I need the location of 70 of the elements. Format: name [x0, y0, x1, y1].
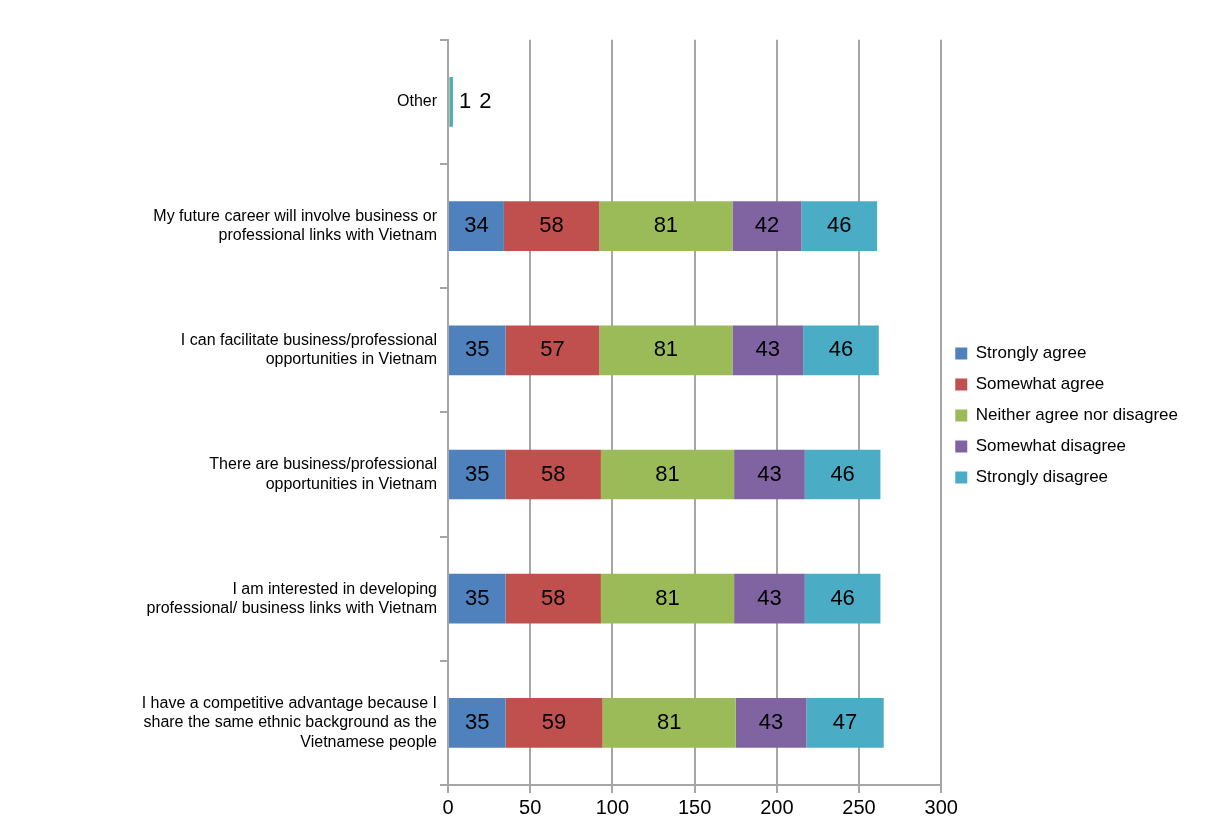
data-label: 59: [541, 708, 567, 734]
bar: [505, 573, 601, 624]
x-tick-label: 0: [442, 795, 454, 818]
bar: [804, 573, 881, 624]
data-label: 42: [754, 212, 780, 238]
data-label: 81: [655, 584, 680, 610]
x-tick-label: 300: [924, 795, 958, 818]
bar: [801, 201, 878, 251]
bar: [505, 325, 600, 376]
data-label: 35: [465, 584, 490, 610]
data-label: 43: [758, 708, 784, 734]
data-label: 46: [830, 460, 855, 486]
y-tick-label: There are business/professional opportunities in Vietnam: [209, 455, 437, 492]
data-label: 81: [653, 212, 679, 238]
bar: [503, 201, 600, 251]
legend-label: Somewhat disagree: [975, 436, 1127, 456]
bar: [449, 449, 506, 500]
bar: [600, 573, 735, 624]
bar: [599, 201, 733, 251]
data-label: 1: [458, 87, 472, 113]
x-tick-label: 100: [595, 795, 630, 818]
data-label: 35: [465, 708, 490, 734]
data-label: 43: [757, 460, 782, 486]
data-label: 81: [655, 460, 680, 486]
data-label: 58: [540, 460, 566, 486]
x-tick-label: 250: [842, 795, 876, 818]
x-tick-label: 200: [760, 795, 794, 818]
bar: [449, 698, 506, 748]
data-label: 35: [465, 460, 490, 486]
data-label: 58: [540, 584, 566, 610]
bar: [449, 325, 506, 376]
data-label: 46: [830, 584, 855, 610]
data-label: 35: [465, 336, 490, 362]
data-label: 57: [540, 336, 565, 362]
y-tick-label: I am interested in developing professional/ business links with Vietnam: [146, 579, 437, 616]
bar: [732, 325, 804, 376]
legend-label: Strongly disagree: [975, 467, 1109, 487]
bar: [449, 201, 504, 251]
data-label: 46: [827, 212, 852, 238]
bar: [734, 573, 805, 624]
y-tick-label: I have a competitive advantage because I share the same ethnic background as the Vietnamese people: [141, 694, 438, 750]
bar: [735, 698, 807, 748]
bar: [602, 698, 736, 748]
bar: [806, 698, 884, 748]
data-label: 34: [464, 212, 489, 238]
bar: [599, 325, 733, 376]
legend-label: Neither agree nor disagree: [975, 405, 1178, 425]
data-label: 43: [755, 336, 781, 362]
legend-label: Somewhat agree: [975, 374, 1105, 394]
data-label: 46: [828, 336, 854, 362]
bar: [449, 573, 506, 624]
bar: [732, 201, 802, 251]
data-label: 2: [479, 87, 492, 113]
data-label: 81: [656, 708, 682, 734]
bar: [505, 449, 601, 500]
bar: [803, 325, 879, 376]
x-tick-label: 50: [519, 795, 542, 818]
bar: [734, 449, 805, 500]
legend-label: Strongly agree: [975, 343, 1087, 363]
bar: [505, 698, 603, 748]
x-tick-label: 150: [677, 795, 712, 818]
data-label: 81: [653, 336, 679, 362]
data-label: 43: [757, 584, 782, 610]
data-label: 47: [832, 708, 858, 734]
y-tick-label: My future career will involve business or professional links with Vietnam: [153, 206, 438, 244]
y-tick-label: I can facilitate business/professional opportunities in Vietnam: [180, 331, 437, 368]
data-label: 58: [539, 212, 564, 238]
bar: [600, 449, 735, 500]
y-tick-label: Other: [396, 92, 438, 110]
bar: [804, 449, 881, 500]
